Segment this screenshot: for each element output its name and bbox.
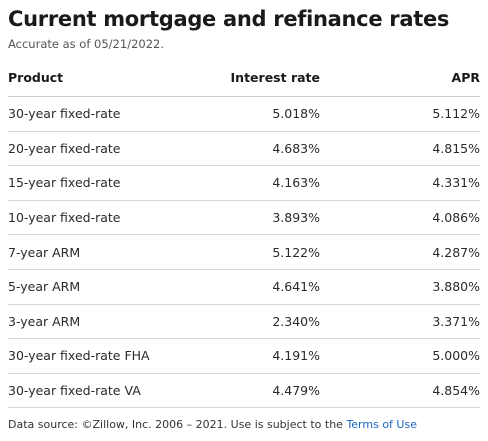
interest-rate-cell: 5.122% [198,234,320,270]
table-header-row: Product Interest rate APR [8,58,480,97]
product-cell: 7-year ARM [8,234,198,270]
table-row: 15-year fixed-rate 4.163% 4.331% [8,165,480,201]
page-title: Current mortgage and refinance rates [8,7,450,31]
interest-rate-cell: 4.163% [198,165,320,201]
product-cell: 5-year ARM [8,269,198,305]
data-source-text: Data source: ©Zillow, Inc. 2006 – 2021. … [8,418,347,432]
apr-cell: 4.331% [320,165,480,201]
interest-rate-cell: 3.893% [198,200,320,236]
product-cell: 15-year fixed-rate [8,165,198,201]
product-cell: 20-year fixed-rate [8,131,198,167]
apr-cell: 4.854% [320,373,480,409]
table-row: 20-year fixed-rate 4.683% 4.815% [8,131,480,167]
column-header-product: Product [8,58,198,97]
rates-table: Product Interest rate APR 30-year fixed-… [8,58,480,409]
apr-cell: 5.000% [320,338,480,374]
data-source-note: Data source: ©Zillow, Inc. 2006 – 2021. … [8,418,480,431]
interest-rate-cell: 4.191% [198,338,320,374]
product-cell: 30-year fixed-rate FHA [8,338,198,374]
interest-rate-cell: 4.479% [198,373,320,409]
apr-cell: 3.371% [320,304,480,340]
interest-rate-cell: 2.340% [198,304,320,340]
apr-cell: 4.086% [320,200,480,236]
apr-cell: 3.880% [320,269,480,305]
product-cell: 30-year fixed-rate VA [8,373,198,409]
column-header-apr: APR [320,58,480,97]
apr-cell: 4.815% [320,131,480,167]
column-header-interest-rate: Interest rate [198,58,320,97]
interest-rate-cell: 4.683% [198,131,320,167]
table-row: 10-year fixed-rate 3.893% 4.086% [8,200,480,236]
apr-cell: 4.287% [320,234,480,270]
table-row: 3-year ARM 2.340% 3.371% [8,304,480,340]
table-row: 30-year fixed-rate 5.018% 5.112% [8,96,480,132]
table-row: 5-year ARM 4.641% 3.880% [8,269,480,305]
interest-rate-cell: 4.641% [198,269,320,305]
terms-of-use-link[interactable]: Terms of Use [346,418,417,432]
table-row: 30-year fixed-rate FHA 4.191% 5.000% [8,338,480,374]
product-cell: 10-year fixed-rate [8,200,198,236]
table-row: 7-year ARM 5.122% 4.287% [8,234,480,270]
apr-cell: 5.112% [320,96,480,132]
table-row: 30-year fixed-rate VA 4.479% 4.854% [8,373,480,409]
accuracy-date: Accurate as of 05/21/2022. [8,37,164,51]
product-cell: 3-year ARM [8,304,198,340]
interest-rate-cell: 5.018% [198,96,320,132]
product-cell: 30-year fixed-rate [8,96,198,132]
